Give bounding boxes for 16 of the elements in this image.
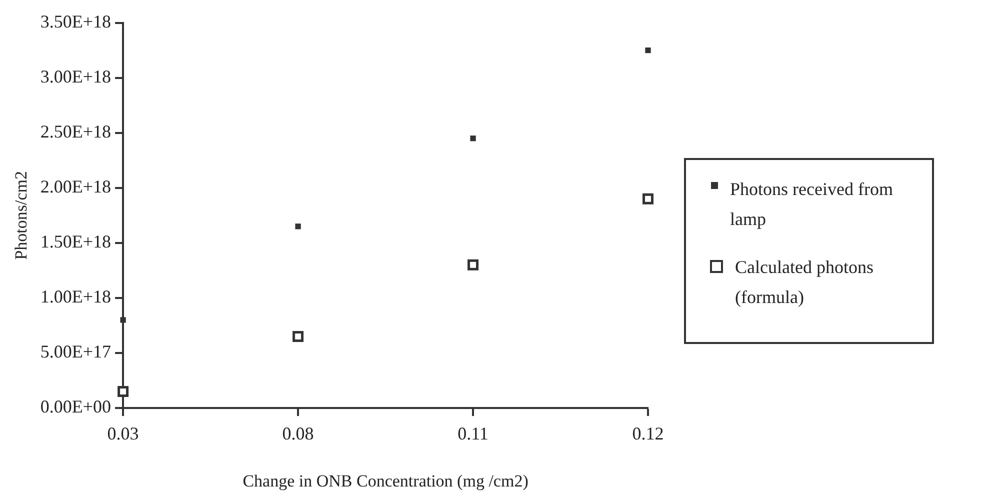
y-tick-label: 3.00E+18 <box>40 66 112 87</box>
y-tick-label: 2.00E+18 <box>40 176 112 197</box>
x-tick-label: 0.03 <box>107 424 139 444</box>
y-axis-title: Photons/cm2 <box>12 171 31 260</box>
y-tick-label: 1.00E+18 <box>40 286 112 307</box>
x-axis-title: Change in ONB Concentration (mg /cm2) <box>242 471 528 490</box>
x-tick-label: 0.12 <box>632 424 664 444</box>
legend-label: Photons received from lamp <box>730 178 894 231</box>
y-tick-label: 3.50E+18 <box>40 12 112 32</box>
y-tick-label: 5.00E+17 <box>40 342 112 362</box>
y-tick-label: 0.00E+00 <box>40 396 112 417</box>
legend-label: Calculated photons (formula) <box>735 256 874 309</box>
y-tick-label: 1.50E+18 <box>40 232 112 252</box>
x-tick-label: 0.08 <box>282 424 314 444</box>
y-tick-label: 2.50E+18 <box>40 122 112 142</box>
x-tick-label: 0.11 <box>458 424 488 444</box>
